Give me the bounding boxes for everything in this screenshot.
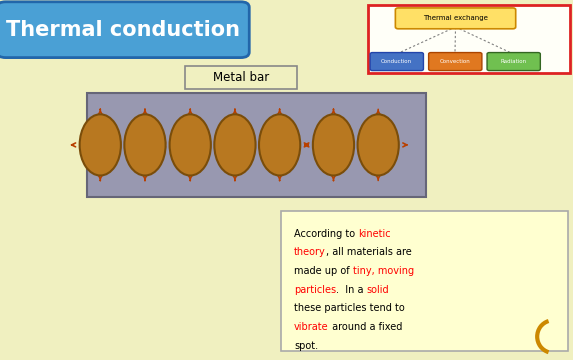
- Text: Convection: Convection: [439, 59, 470, 64]
- FancyBboxPatch shape: [429, 53, 482, 71]
- FancyBboxPatch shape: [368, 5, 570, 73]
- Text: particles: particles: [294, 285, 336, 295]
- Text: Radiation: Radiation: [500, 59, 527, 64]
- Ellipse shape: [358, 114, 399, 175]
- Text: , all materials are: , all materials are: [325, 247, 411, 257]
- Text: According to: According to: [294, 229, 358, 239]
- FancyBboxPatch shape: [487, 53, 540, 71]
- FancyBboxPatch shape: [281, 211, 568, 351]
- Ellipse shape: [124, 114, 166, 175]
- Text: solid: solid: [367, 285, 389, 295]
- Text: tiny, moving: tiny, moving: [353, 266, 414, 276]
- Text: Conduction: Conduction: [381, 59, 412, 64]
- FancyBboxPatch shape: [370, 53, 423, 71]
- FancyBboxPatch shape: [87, 93, 426, 197]
- Ellipse shape: [80, 114, 121, 175]
- Text: Metal bar: Metal bar: [213, 71, 269, 84]
- Ellipse shape: [170, 114, 211, 175]
- Text: made up of: made up of: [294, 266, 353, 276]
- Text: around a fixed: around a fixed: [328, 322, 402, 332]
- Text: vibrate: vibrate: [294, 322, 328, 332]
- Text: Thermal conduction: Thermal conduction: [6, 19, 240, 40]
- Ellipse shape: [259, 114, 300, 175]
- FancyBboxPatch shape: [185, 66, 297, 89]
- Text: Thermal exchange: Thermal exchange: [423, 15, 488, 21]
- Ellipse shape: [214, 114, 256, 175]
- Ellipse shape: [313, 114, 354, 175]
- Text: these particles tend to: these particles tend to: [294, 303, 405, 314]
- FancyBboxPatch shape: [0, 2, 249, 58]
- Text: spot.: spot.: [294, 341, 318, 351]
- Text: kinetic: kinetic: [358, 229, 391, 239]
- Text: .  In a: . In a: [336, 285, 367, 295]
- Text: theory: theory: [294, 247, 325, 257]
- FancyBboxPatch shape: [395, 8, 516, 29]
